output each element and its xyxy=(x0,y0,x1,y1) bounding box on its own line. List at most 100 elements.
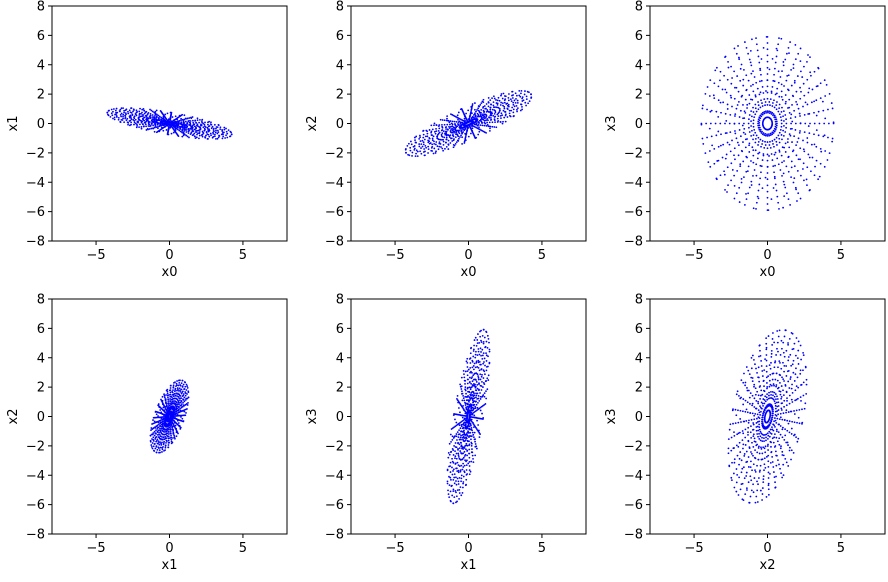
data-point xyxy=(779,447,782,450)
data-point xyxy=(452,488,455,491)
data-point xyxy=(461,392,463,395)
data-point xyxy=(756,433,759,435)
data-point xyxy=(468,456,471,459)
data-point xyxy=(734,113,737,116)
data-point xyxy=(445,138,448,141)
data-point xyxy=(163,449,165,452)
data-point xyxy=(772,113,775,115)
data-point xyxy=(175,407,178,410)
data-point xyxy=(530,97,533,99)
data-point xyxy=(484,122,487,125)
data-point xyxy=(777,366,779,369)
data-point xyxy=(477,107,480,110)
data-point xyxy=(771,378,774,381)
data-point xyxy=(775,401,778,404)
data-point xyxy=(733,486,736,489)
data-point xyxy=(768,423,771,426)
data-point xyxy=(771,461,774,463)
data-point xyxy=(483,113,486,116)
data-point xyxy=(794,389,797,392)
data-point xyxy=(455,435,458,438)
data-point xyxy=(182,399,185,401)
data-point xyxy=(757,101,759,103)
data-point xyxy=(481,124,484,127)
data-point xyxy=(750,489,753,492)
data-point xyxy=(755,429,758,432)
data-point xyxy=(191,116,194,118)
data-point xyxy=(775,428,778,431)
data-point xyxy=(462,452,465,455)
y-tick-label: 0 xyxy=(336,117,344,132)
data-point xyxy=(457,118,459,121)
data-point xyxy=(419,140,422,143)
data-point xyxy=(158,449,161,452)
y-tick-label: 8 xyxy=(37,293,45,308)
data-point xyxy=(748,131,751,133)
data-point xyxy=(463,117,466,120)
data-point xyxy=(478,369,481,372)
data-point xyxy=(140,127,143,130)
data-point xyxy=(172,432,175,435)
data-point xyxy=(477,367,480,369)
data-point xyxy=(706,136,708,139)
data-point xyxy=(226,132,229,135)
data-point xyxy=(487,101,490,104)
data-point xyxy=(788,112,791,114)
data-point xyxy=(472,374,475,377)
data-point xyxy=(766,91,769,94)
data-point xyxy=(731,139,733,142)
data-point xyxy=(772,332,774,334)
data-point xyxy=(771,57,774,60)
data-point xyxy=(448,453,451,456)
data-point xyxy=(453,123,456,125)
data-point xyxy=(785,192,788,195)
data-point xyxy=(176,118,179,121)
data-point xyxy=(136,121,139,123)
data-point xyxy=(455,480,457,482)
data-point xyxy=(777,459,779,461)
data-point xyxy=(170,395,172,398)
data-point xyxy=(180,382,183,385)
data-point xyxy=(468,119,471,122)
data-point xyxy=(475,361,478,364)
data-point xyxy=(488,362,491,365)
data-point xyxy=(790,160,793,163)
data-point xyxy=(760,360,763,362)
data-point xyxy=(154,113,157,116)
data-point xyxy=(468,435,471,437)
data-point xyxy=(760,171,762,174)
data-point xyxy=(434,152,437,154)
data-point xyxy=(467,424,469,427)
data-point xyxy=(508,93,510,95)
data-point xyxy=(524,101,527,104)
data-point xyxy=(751,380,754,383)
y-tick-label: −4 xyxy=(325,176,344,191)
data-point xyxy=(221,129,223,131)
data-point xyxy=(748,102,751,105)
data-point xyxy=(738,201,741,203)
data-point xyxy=(752,483,754,486)
data-point xyxy=(737,445,740,448)
data-point xyxy=(208,135,211,138)
data-point xyxy=(799,147,802,150)
data-point xyxy=(460,388,463,390)
data-point xyxy=(483,336,486,339)
data-point xyxy=(455,491,457,494)
data-point xyxy=(176,128,179,131)
data-point xyxy=(793,433,796,436)
data-point xyxy=(754,149,757,152)
data-point xyxy=(419,150,422,153)
data-point xyxy=(776,410,779,412)
data-point xyxy=(746,489,748,491)
data-point xyxy=(766,165,769,168)
data-point xyxy=(751,354,754,357)
data-point xyxy=(476,392,479,395)
data-point xyxy=(746,107,748,109)
data-point xyxy=(195,122,197,124)
data-point xyxy=(749,495,752,498)
data-point xyxy=(782,180,785,183)
data-point xyxy=(159,110,162,112)
y-tick-label: 6 xyxy=(336,29,344,44)
data-point xyxy=(466,454,469,457)
data-point xyxy=(802,162,805,165)
